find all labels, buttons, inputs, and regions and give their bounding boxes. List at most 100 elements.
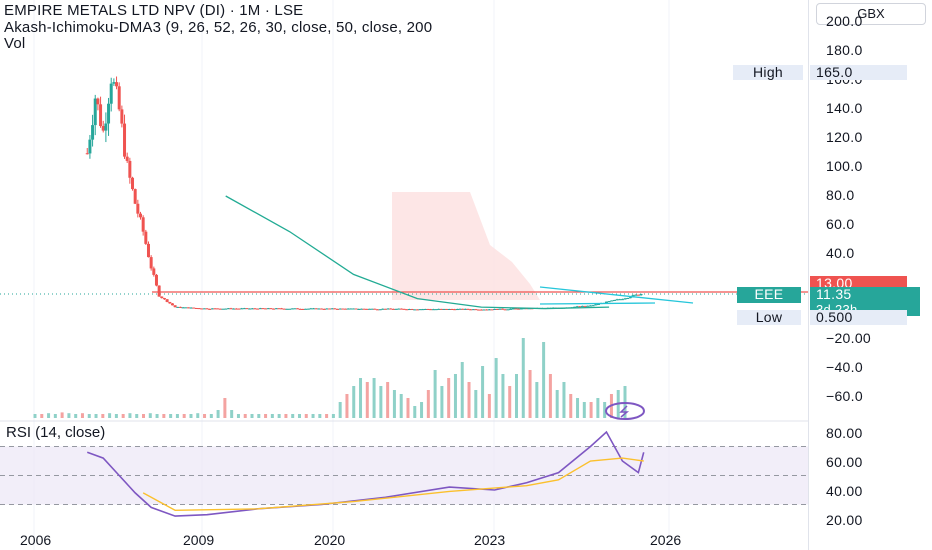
candle-body (447, 308, 451, 310)
candle-body (450, 308, 454, 310)
candle-body (168, 301, 172, 304)
candle-body (304, 308, 308, 310)
volume-bar (243, 414, 247, 418)
volume-bar (413, 406, 417, 418)
candle-body (205, 308, 209, 310)
price-axis-label: 200.0 (826, 13, 863, 29)
candle-body (344, 308, 348, 310)
candle-body (144, 231, 148, 244)
price-axis-label: −40.0 (826, 359, 863, 375)
candle-body (160, 296, 164, 299)
candle-body (591, 305, 595, 307)
candle-body (162, 298, 166, 300)
volume-bar (487, 394, 491, 418)
candle-body (104, 123, 108, 131)
candle-body (88, 139, 92, 154)
volume-bar (284, 414, 288, 418)
volume-bar (270, 414, 274, 418)
candle-body (173, 305, 177, 308)
candle-body (373, 308, 377, 310)
volume-bar (33, 414, 37, 418)
candle-body (378, 309, 382, 311)
candle-body (290, 308, 294, 310)
candle-body (495, 308, 499, 310)
volume-bar (60, 412, 64, 418)
volume-bar (359, 378, 363, 418)
candle-body (96, 98, 100, 105)
candle-body (623, 298, 627, 300)
candle-body (471, 309, 475, 311)
candle-body (434, 309, 438, 311)
candle-body (596, 303, 600, 305)
candle-body (453, 309, 457, 311)
candle-body (607, 301, 611, 303)
candle-body (604, 301, 608, 304)
volume-bar (494, 358, 498, 418)
indicator-legend[interactable]: Akash-Ichimoku-DMA3 (9, 26, 52, 26, 30, … (4, 19, 433, 36)
candle-body (586, 305, 590, 307)
candle-body (349, 308, 353, 310)
candle-body (612, 299, 616, 301)
candle-body (405, 309, 409, 311)
candle-body (309, 308, 313, 310)
candle-body (269, 308, 273, 310)
candle-body (229, 308, 233, 310)
candle-body (336, 308, 340, 310)
volume-bar (142, 414, 146, 418)
candle-body (490, 309, 494, 311)
candle-body (442, 308, 446, 310)
price-axis-label: −20.00 (826, 330, 872, 346)
volume-bar (311, 414, 315, 418)
volume-bar (501, 374, 505, 418)
candle-body (583, 305, 587, 307)
volume-bar (236, 414, 240, 418)
candle-body (237, 308, 241, 310)
volume-bar (325, 414, 329, 418)
price-axis-label: −60.0 (826, 388, 863, 404)
volume-bar (338, 402, 342, 418)
volume-bar (135, 414, 139, 418)
candle-body (234, 308, 238, 310)
volume-legend[interactable]: Vol (4, 35, 26, 52)
candle-body (85, 153, 89, 155)
candle-body (189, 307, 193, 309)
candle-body (620, 299, 624, 301)
volume-bar (542, 342, 546, 418)
candle-body (445, 308, 449, 310)
volume-bar (297, 414, 301, 418)
candle-body (330, 308, 334, 310)
candle-body (240, 308, 244, 310)
candle-body (426, 308, 430, 310)
candle-body (320, 308, 324, 310)
candle-body (242, 308, 246, 310)
candle-body (314, 308, 318, 310)
candle-body (615, 299, 619, 301)
candle-body (455, 309, 459, 311)
volume-bar (481, 366, 485, 418)
candle-body (131, 177, 135, 190)
symbol-tag: EEE (737, 287, 801, 303)
currency-button[interactable]: GBX (816, 3, 926, 25)
volume-bar (562, 382, 566, 418)
time-axis-label: 2026 (650, 532, 682, 548)
rsi-axis-label: 40.00 (826, 483, 863, 499)
candle-body (194, 307, 198, 309)
candle-body (333, 308, 337, 310)
rsi-axis-label: 20.00 (826, 512, 863, 528)
candle-body (157, 285, 161, 297)
candle-body (213, 308, 217, 310)
volume-bar (372, 378, 376, 418)
candle-body (125, 156, 129, 161)
volume-bar (47, 413, 51, 418)
rsi-legend[interactable]: RSI (14, close) (6, 424, 106, 441)
candle-body (477, 309, 481, 311)
candle-body (341, 308, 345, 310)
time-axis-label: 2009 (183, 532, 215, 548)
volume-bar (53, 414, 57, 418)
candle-body (383, 308, 387, 310)
volume-bar (576, 398, 580, 418)
candle-body (285, 308, 289, 310)
price-axis-label: 180.0 (826, 42, 863, 58)
